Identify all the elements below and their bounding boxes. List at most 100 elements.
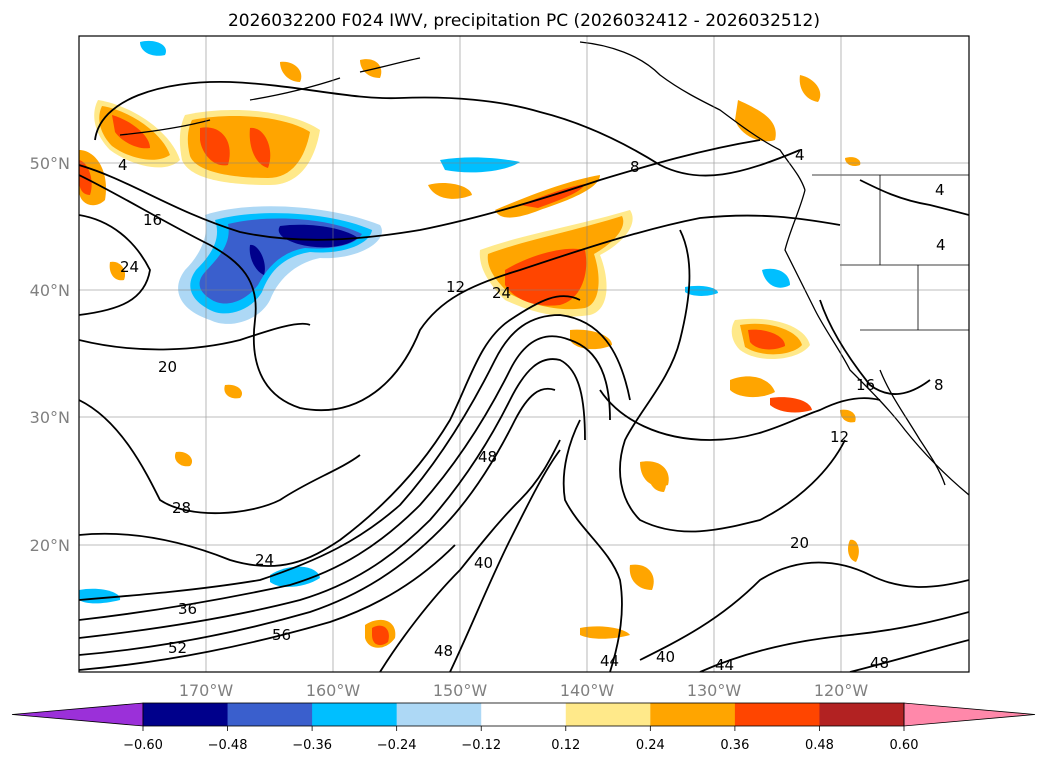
contour-line — [79, 322, 311, 351]
contour-line — [619, 229, 846, 533]
positive-anomaly-area — [735, 100, 776, 142]
positive-anomaly-area — [648, 469, 667, 492]
colorbar-tick-label: 0.12 — [551, 738, 580, 753]
positive-anomaly-area — [840, 409, 856, 423]
colorbar-extend-min — [11, 702, 144, 727]
contour-label: 4 — [936, 236, 946, 254]
colorbar-tick-label: 0.36 — [720, 738, 749, 753]
colorbar-tick-label: −0.60 — [123, 738, 163, 753]
positive-anomaly-area — [224, 384, 243, 399]
contour-label: 24 — [120, 258, 139, 276]
colorbar-segment — [143, 703, 229, 726]
colorbar-segment — [312, 703, 398, 726]
colorbar-segment — [734, 703, 820, 726]
positive-anomaly-area — [200, 127, 230, 166]
baja-california — [879, 369, 946, 486]
positive-anomaly-area — [505, 248, 587, 306]
contour-label: 20 — [790, 534, 809, 552]
colorbar-segment — [819, 703, 905, 726]
contour-line — [79, 174, 841, 411]
contour-line — [849, 639, 969, 672]
colorbar-extend-max — [903, 702, 1036, 727]
negative-anomaly-area — [249, 244, 265, 275]
contour-label: 20 — [158, 358, 177, 376]
colorbar-tick-label: −0.36 — [292, 738, 332, 753]
lon-label: 120°W — [814, 681, 869, 700]
contour-line — [94, 81, 801, 177]
north-america-west-coast — [784, 189, 969, 496]
lon-label: 170°W — [179, 681, 234, 700]
contour-line — [79, 399, 361, 515]
positive-anomaly-area — [174, 451, 193, 467]
contour-line — [379, 439, 561, 672]
contour-line — [699, 611, 969, 672]
positive-anomaly-area — [799, 75, 821, 102]
contour-line — [859, 179, 969, 216]
political-borders — [812, 174, 969, 331]
colorbar-segment — [650, 703, 736, 726]
contour-label: 48 — [478, 448, 497, 466]
contour-label: 16 — [856, 376, 875, 394]
negative-anomaly-area — [140, 40, 166, 56]
contour-line — [79, 387, 556, 656]
contour-line — [449, 449, 561, 672]
contour-labels: 4 16 24 20 28 24 36 52 56 12 24 8 48 40 … — [118, 146, 946, 674]
map-panel: 4 16 24 20 28 24 36 52 56 12 24 8 48 40 … — [78, 35, 970, 674]
contour-label: 4 — [118, 156, 128, 174]
contour-line — [79, 295, 581, 567]
lat-label: 30°N — [30, 408, 70, 427]
latitude-labels: 50°N 40°N 30°N 20°N — [30, 154, 70, 555]
contour-line — [79, 358, 586, 639]
contour-line — [599, 389, 881, 441]
colorbar-segment — [396, 703, 482, 726]
contour-line — [79, 139, 761, 241]
contour-line — [639, 561, 969, 661]
colorbar-segment — [565, 703, 651, 726]
colorbar-segment — [227, 703, 313, 726]
negative-anomaly-area — [685, 285, 718, 296]
positive-anomaly-area — [428, 183, 472, 199]
aleutian-islands — [119, 57, 421, 136]
contour-label: 8 — [630, 158, 640, 176]
positive-anomaly-area — [770, 397, 812, 413]
contour-label: 40 — [474, 554, 493, 572]
longitude-labels: 170°W 160°W 150°W 140°W 130°W 120°W — [179, 681, 869, 700]
positive-anomaly-area — [372, 625, 389, 646]
contour-label: 44 — [600, 652, 619, 670]
positive-anomaly-area — [748, 329, 785, 350]
precip-shading — [79, 40, 861, 648]
positive-anomaly-area — [280, 61, 302, 82]
contour-line — [79, 335, 611, 621]
negative-anomaly-area — [278, 224, 358, 248]
contour-label: 24 — [492, 284, 511, 302]
positive-anomaly-area — [109, 261, 126, 281]
lon-label: 160°W — [306, 681, 361, 700]
gridlines — [79, 36, 969, 672]
contour-line — [562, 419, 623, 672]
contour-label: 56 — [272, 626, 291, 644]
positive-anomaly-area — [112, 115, 150, 149]
coastlines — [119, 41, 969, 496]
alaska-coast — [579, 41, 806, 191]
contour-label: 52 — [168, 639, 187, 657]
map-frame — [78, 35, 970, 673]
contour-label: 16 — [143, 211, 162, 229]
colorbar-tick-label: 0.48 — [805, 738, 834, 753]
colorbar-tick-label: 0.60 — [890, 738, 919, 753]
positive-anomaly-area — [360, 59, 382, 78]
contour-line — [79, 314, 631, 601]
map-title: 2026032200 F024 IWV, precipitation PC (2… — [228, 11, 820, 31]
contour-label: 48 — [434, 642, 453, 660]
contour-label: 44 — [715, 656, 734, 674]
state-border — [840, 175, 969, 331]
colorbar: −0.60 −0.48 −0.36 −0.24 −0.12 0.12 0.24 0.36 0.4… — [11, 702, 1036, 753]
contour-label: 40 — [656, 648, 675, 666]
colorbar-frame — [142, 702, 905, 727]
contour-label: 4 — [795, 146, 805, 164]
lon-label: 130°W — [687, 681, 742, 700]
colorbar-tick-label: −0.48 — [208, 738, 248, 753]
colorbar-tick-label: 0.24 — [636, 738, 665, 753]
negative-anomaly-area — [762, 268, 790, 288]
contour-line — [79, 214, 151, 316]
